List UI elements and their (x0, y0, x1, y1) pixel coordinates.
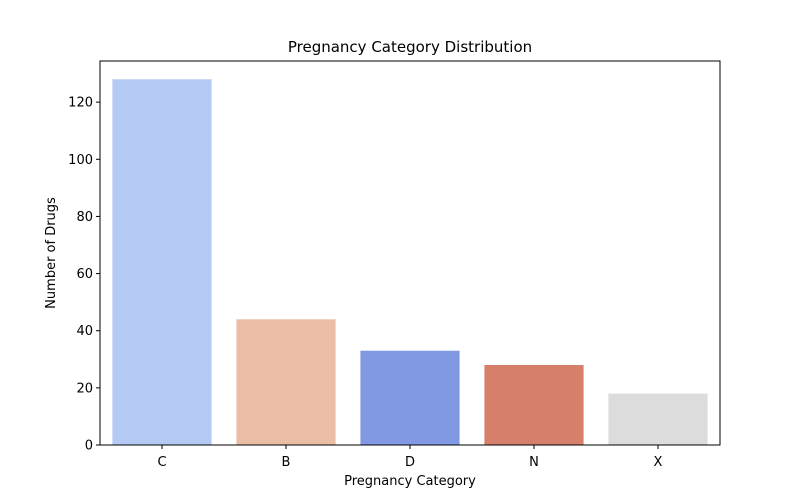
y-axis-label: Number of Drugs (44, 197, 59, 309)
x-tick-label: N (529, 455, 539, 470)
x-axis-label: Pregnancy Category (344, 474, 476, 489)
chart-title: Pregnancy Category Distribution (288, 38, 532, 56)
y-tick-label: 20 (76, 381, 93, 396)
y-tick-label: 40 (76, 324, 93, 339)
y-tick-label: 0 (85, 439, 93, 454)
x-tick-label: D (405, 455, 415, 470)
x-tick-label: B (282, 455, 291, 470)
x-tick-label: X (654, 455, 663, 470)
bars-group (112, 79, 708, 446)
y-tick-label: 80 (76, 210, 93, 225)
x-tick-label: C (157, 455, 166, 470)
bar-D (360, 350, 460, 445)
y-tick-label: 120 (68, 96, 93, 111)
bar-N (484, 365, 584, 445)
y-tick-label: 60 (76, 267, 93, 282)
bar-C (112, 79, 212, 446)
y-tick-label: 100 (68, 153, 93, 168)
plot-frame (99, 60, 721, 446)
bar-X (608, 393, 708, 445)
y-axis-ticks: 0 20 40 60 80 100 120 (68, 96, 100, 454)
bar-B (236, 319, 336, 445)
